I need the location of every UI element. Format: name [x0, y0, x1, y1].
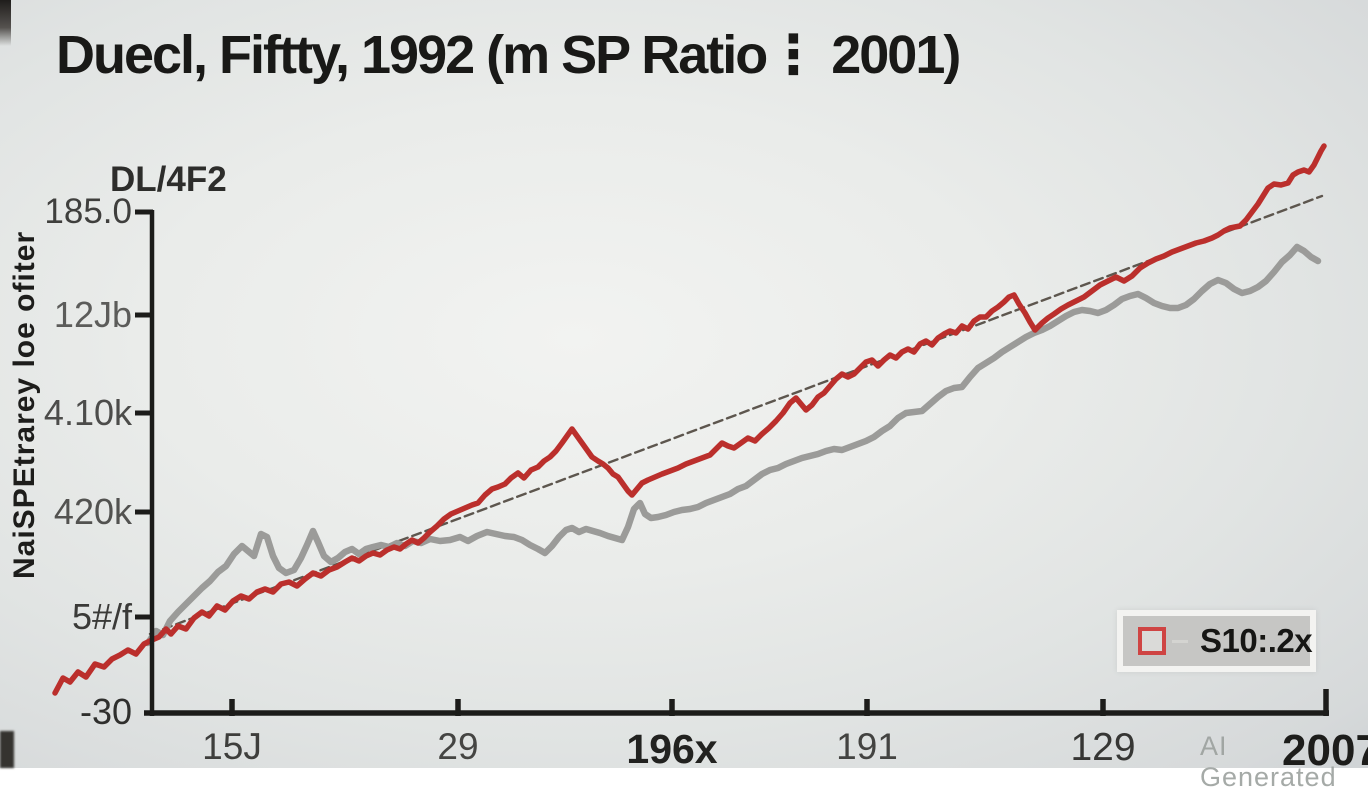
plot-area: [52, 143, 1329, 716]
chart-title: Duecl, Fiftty, 1992 (m SP Ratio⋮ 2001): [56, 25, 961, 85]
axis-unit-label: DL/4F2: [110, 160, 227, 199]
legend-series-label: S10:.2x: [1200, 622, 1313, 659]
scan-artifact-top-left: [0, 0, 11, 46]
S10:.2x-line: [52, 143, 1327, 696]
scan-artifact-bottom-left: [0, 731, 14, 768]
legend: S10:.2x: [1117, 610, 1316, 672]
trend-line-line: [148, 194, 1324, 636]
ai-generated-watermark: AI Generated: [1200, 731, 1337, 792]
legend-faint-marks: [1172, 639, 1188, 643]
gray-series-line: [144, 243, 1322, 647]
legend-series-swatch-icon: [1138, 627, 1166, 655]
